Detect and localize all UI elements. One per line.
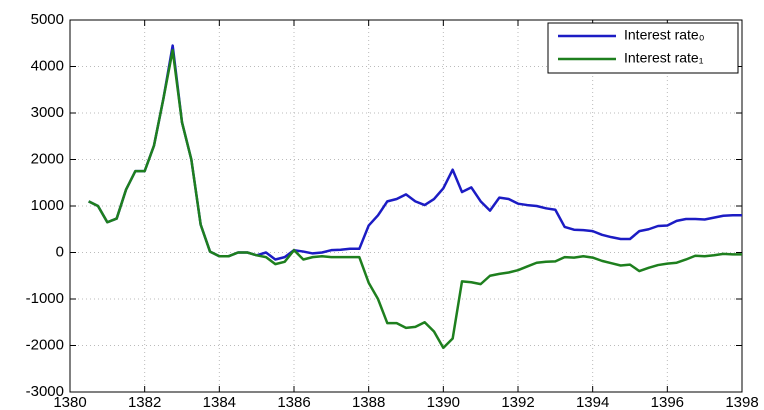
y-tick-label: 3000 bbox=[31, 104, 64, 121]
x-tick-label: 1396 bbox=[651, 394, 684, 410]
x-tick-label: 1386 bbox=[277, 394, 310, 410]
y-tick-label: -3000 bbox=[26, 383, 64, 400]
y-tick-label: -2000 bbox=[26, 336, 64, 353]
y-tick-label: 1000 bbox=[31, 197, 64, 214]
x-tick-label: 1388 bbox=[352, 394, 385, 410]
legend-label: Interest rate₀ bbox=[624, 27, 705, 43]
y-tick-label: 4000 bbox=[31, 57, 64, 74]
series-line bbox=[88, 48, 742, 350]
x-tick-label: 1392 bbox=[501, 394, 534, 410]
x-tick-label: 1380 bbox=[53, 394, 86, 410]
x-tick-label: 1382 bbox=[128, 394, 161, 410]
x-tick-label: 1390 bbox=[427, 394, 460, 410]
y-tick-label: 2000 bbox=[31, 150, 64, 167]
plot-frame bbox=[69, 19, 743, 393]
y-tick-label: 0 bbox=[56, 243, 64, 260]
x-tick-label: 1384 bbox=[203, 394, 236, 410]
x-tick-label: 1394 bbox=[576, 394, 609, 410]
legend-label: Interest rate₁ bbox=[624, 50, 704, 66]
y-tick-label: -1000 bbox=[26, 290, 64, 307]
legend-box bbox=[547, 22, 739, 74]
y-tick-label: 5000 bbox=[31, 11, 64, 28]
x-tick-label: 1398 bbox=[725, 394, 758, 410]
